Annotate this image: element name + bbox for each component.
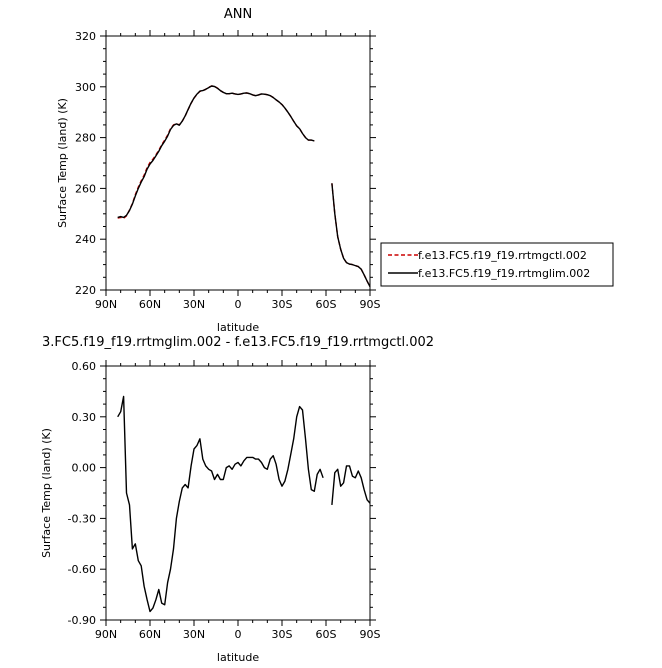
x-tick-label: 90N <box>95 298 117 311</box>
series-line-1-segment-0 <box>117 85 315 219</box>
x-tick-label: 30S <box>272 298 293 311</box>
y-tick-label: -0.30 <box>68 512 96 525</box>
series-line-0-segment-0 <box>117 85 315 220</box>
x-axis-label: latitude <box>217 651 259 664</box>
chart-title: ANN <box>224 7 252 22</box>
y-tick-label: 220 <box>75 284 96 297</box>
x-axis: 90N 60N 30N 0 30S 60S 90S <box>95 360 381 641</box>
series-line-1-segment-1 <box>331 183 371 288</box>
panel-bottom: 3.FC5.f19_f19.rrtmglim.002 - f.e13.FC5.f… <box>40 335 434 664</box>
y-tick-label: 0.00 <box>72 462 97 475</box>
plot-marks <box>117 395 371 613</box>
legend: f.e13.FC5.f19_f19.rrtmgctl.002 f.e13.FC5… <box>380 242 614 287</box>
series-line-0-segment-0 <box>117 395 324 613</box>
x-tick-label: 90S <box>360 628 381 641</box>
legend-label-experiment: f.e13.FC5.f19_f19.rrtmglim.002 <box>418 267 590 280</box>
legend-box <box>380 242 614 287</box>
x-axis: 90N 60N 30N 0 30S 60S 90S <box>95 30 381 311</box>
plot-marks <box>117 85 371 288</box>
y-axis: -0.90 -0.60 -0.30 0.00 0.30 0.60 <box>68 360 376 627</box>
x-tick-label: 60N <box>139 298 161 311</box>
y-axis-label: Surface Temp (land) (K) <box>56 98 69 228</box>
y-axis-label: Surface Temp (land) (K) <box>40 428 53 558</box>
plot-frame <box>105 35 371 291</box>
y-tick-label: -0.90 <box>68 614 96 627</box>
x-tick-label: 60N <box>139 628 161 641</box>
y-tick-label: 0.30 <box>72 411 97 424</box>
x-tick-label: 90S <box>360 298 381 311</box>
x-tick-label: 60S <box>316 298 337 311</box>
y-tick-label: 320 <box>75 30 96 43</box>
x-tick-label: 0 <box>235 298 242 311</box>
x-tick-label: 90N <box>95 628 117 641</box>
x-tick-label: 30N <box>183 298 205 311</box>
y-tick-label: 280 <box>75 132 96 145</box>
x-tick-label: 60S <box>316 628 337 641</box>
y-tick-label: 240 <box>75 233 96 246</box>
x-tick-label: 30N <box>183 628 205 641</box>
y-tick-label: 0.60 <box>72 360 97 373</box>
plot-frame <box>105 365 371 621</box>
x-tick-label: 0 <box>235 628 242 641</box>
y-tick-label: 260 <box>75 182 96 195</box>
x-axis-label: latitude <box>217 321 259 334</box>
y-tick-label: -0.60 <box>68 563 96 576</box>
y-tick-label: 300 <box>75 81 96 94</box>
y-axis: 220 240 260 280 300 320 <box>75 30 376 297</box>
chart-title: 3.FC5.f19_f19.rrtmglim.002 - f.e13.FC5.f… <box>42 335 434 350</box>
legend-label-control: f.e13.FC5.f19_f19.rrtmgctl.002 <box>418 249 587 262</box>
series-line-0-segment-1 <box>331 465 371 505</box>
panel-top: ANN 90N 60N 30N 0 30S 60S 90S 220 240 260 280 300 3… <box>56 7 614 334</box>
x-tick-label: 30S <box>272 628 293 641</box>
